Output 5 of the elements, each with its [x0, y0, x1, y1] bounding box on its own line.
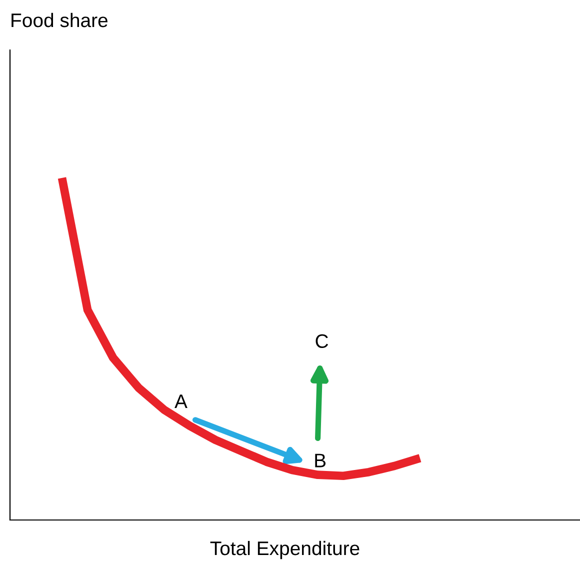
annotation: C — [316, 334, 328, 348]
text: Food share — [12, 12, 108, 28]
annotation: B — [315, 454, 326, 468]
x-axis-title: Total Expenditure — [210, 540, 360, 560]
annotation: A — [174, 394, 188, 408]
